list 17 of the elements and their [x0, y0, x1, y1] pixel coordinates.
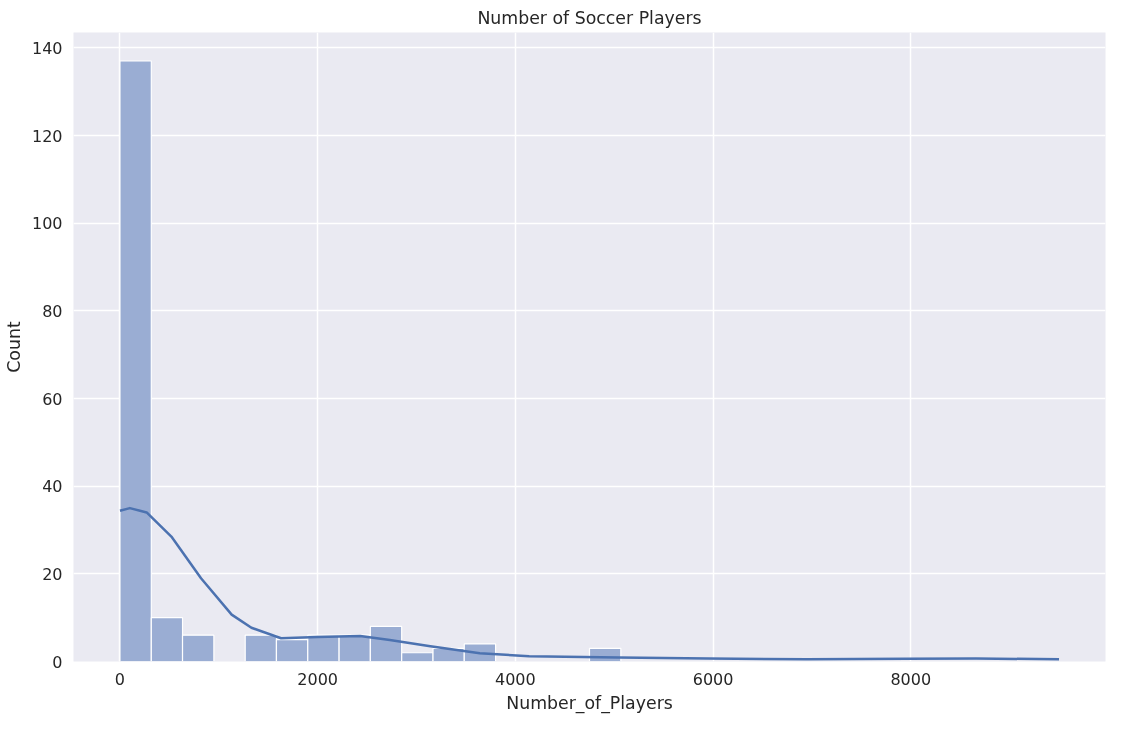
y-tick-label: 60: [42, 389, 63, 409]
line-series: [118, 506, 1061, 661]
y-tick-label: 40: [42, 477, 63, 497]
y-axis-title: Count: [3, 321, 24, 373]
x-tick-label: 6000: [692, 669, 734, 689]
y-tick-label: 80: [42, 301, 63, 321]
x-tick-label: 4000: [495, 669, 536, 689]
x-tick-label: 0: [114, 669, 126, 689]
x-axis-title: Number_of_Players: [506, 692, 673, 714]
y-tick-label: 140: [31, 38, 63, 58]
x-tick-label: 2000: [297, 669, 339, 689]
y-tick-label: 120: [31, 126, 63, 146]
y-tick-label: 0: [52, 652, 63, 672]
y-tick-label: 20: [42, 564, 63, 584]
y-tick-label: 100: [31, 214, 63, 234]
chart-title: Number of Soccer Players: [477, 7, 702, 28]
x-tick-label: 8000: [890, 669, 932, 689]
